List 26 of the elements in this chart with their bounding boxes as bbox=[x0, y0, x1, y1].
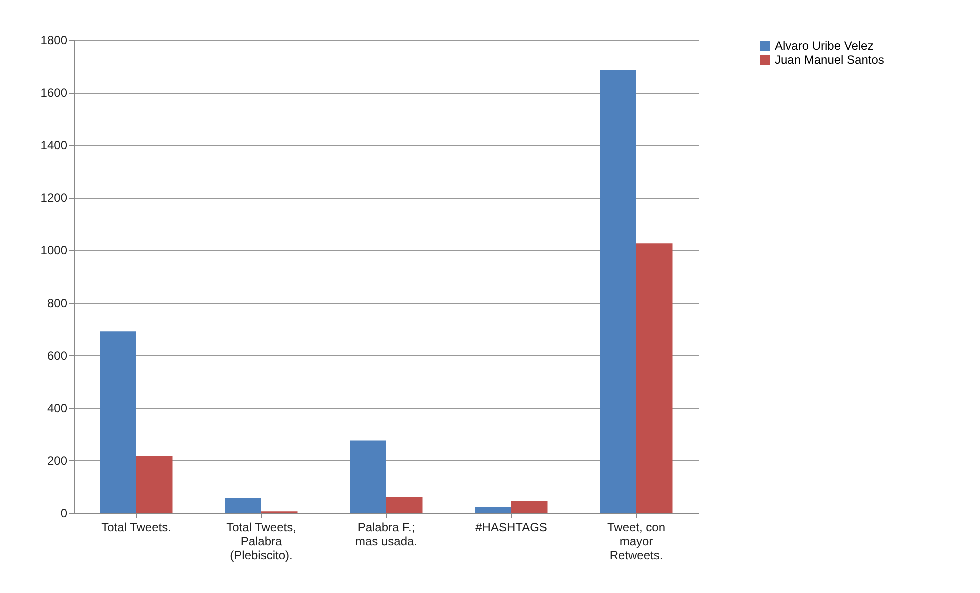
bar bbox=[386, 497, 423, 513]
y-tick-label: 0 bbox=[60, 506, 68, 520]
x-tick-label: Palabra F.; mas usada. bbox=[355, 520, 418, 548]
x-tick-label: Tweet, con mayor Retweets. bbox=[607, 520, 666, 562]
bar bbox=[512, 501, 548, 513]
bar bbox=[225, 498, 262, 513]
bar bbox=[600, 70, 636, 513]
y-tick-label: 200 bbox=[47, 454, 68, 468]
y-tick-label: 400 bbox=[47, 401, 68, 416]
y-tick-label: 600 bbox=[47, 348, 68, 363]
legend-label: Alvaro Uribe Velez bbox=[775, 39, 874, 53]
x-tick-label: Total Tweets. bbox=[102, 520, 172, 534]
y-tick-label: 1000 bbox=[40, 244, 68, 258]
y-tick-label: 1200 bbox=[40, 191, 68, 206]
bar bbox=[475, 507, 512, 513]
legend-label: Juan Manuel Santos bbox=[775, 53, 884, 67]
y-tick-label: 1600 bbox=[40, 86, 68, 100]
y-tick-label: 800 bbox=[47, 296, 68, 310]
bar bbox=[100, 332, 136, 513]
bar bbox=[136, 456, 173, 513]
bar bbox=[636, 244, 673, 513]
x-tick-label: Total Tweets, Palabra (Plebiscito). bbox=[226, 520, 296, 562]
y-tick-label: 1400 bbox=[40, 138, 68, 153]
x-tick-label: #HASHTAGS bbox=[476, 520, 548, 534]
bar bbox=[350, 440, 386, 513]
y-tick-label: 1800 bbox=[40, 34, 68, 48]
